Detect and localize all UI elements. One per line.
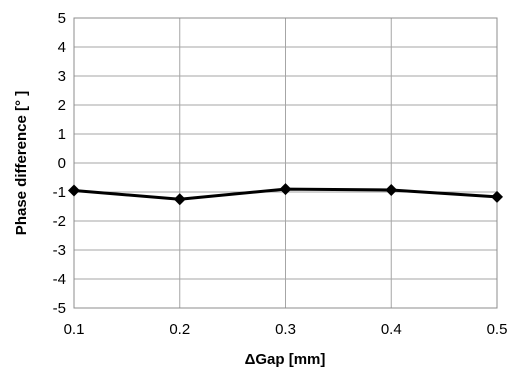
plot-area-frame <box>73 17 498 309</box>
y-axis-tick-labels: 5 4 3 2 1 0 -1 -2 -3 -4 -5 <box>53 10 66 317</box>
x-axis-title: ΔGap [mm] <box>245 351 326 368</box>
gridlines <box>73 17 498 309</box>
y-tick-label: 1 <box>58 126 66 143</box>
data-point-marker <box>385 183 398 196</box>
data-point-marker <box>68 184 80 197</box>
y-tick-label: -1 <box>53 184 66 201</box>
y-tick-label: 2 <box>58 97 66 114</box>
y-tick-label: -2 <box>53 213 66 230</box>
y-tick-label: 5 <box>58 10 66 27</box>
x-axis-tick-labels: 0.1 0.2 0.3 0.4 0.5 <box>64 321 508 338</box>
x-tick-label: 0.2 <box>169 321 190 338</box>
y-tick-label: 3 <box>58 68 66 85</box>
y-tick-label: 0 <box>58 155 66 172</box>
y-tick-label: -3 <box>53 242 66 259</box>
data-point-marker <box>279 183 292 196</box>
y-tick-label: 4 <box>58 39 66 56</box>
y-axis-title: Phase difference [° ] <box>13 91 30 235</box>
data-point-marker <box>491 190 503 203</box>
y-tick-label: -5 <box>53 300 66 317</box>
y-tick-label: -4 <box>53 271 66 288</box>
series-layer <box>68 183 503 206</box>
x-tick-label: 0.3 <box>275 321 296 338</box>
data-point-marker <box>173 193 186 206</box>
x-tick-label: 0.1 <box>64 321 85 338</box>
x-tick-label: 0.4 <box>381 321 402 338</box>
x-tick-label: 0.5 <box>487 321 508 338</box>
